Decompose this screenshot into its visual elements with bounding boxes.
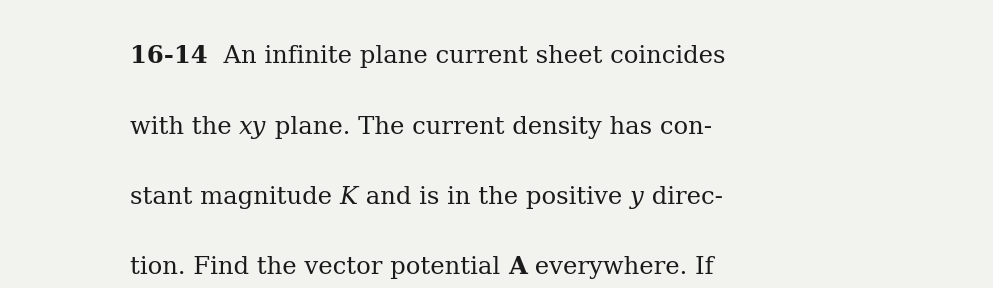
Text: A: A [508, 255, 527, 278]
Text: xy: xy [239, 116, 267, 139]
Text: K: K [340, 187, 357, 209]
Text: plane. The current density has con-: plane. The current density has con- [267, 116, 712, 139]
Text: tion. Find the vector potential: tion. Find the vector potential [130, 256, 508, 278]
Text: and is in the positive: and is in the positive [357, 187, 630, 209]
Text: everywhere. If: everywhere. If [527, 256, 713, 278]
Text: 16-14: 16-14 [130, 44, 208, 68]
Text: direc-: direc- [643, 187, 723, 209]
Text: with the: with the [130, 116, 239, 139]
Text: y: y [630, 187, 643, 209]
Text: An infinite plane current sheet coincides: An infinite plane current sheet coincide… [208, 45, 725, 68]
Text: stant magnitude: stant magnitude [130, 187, 340, 209]
